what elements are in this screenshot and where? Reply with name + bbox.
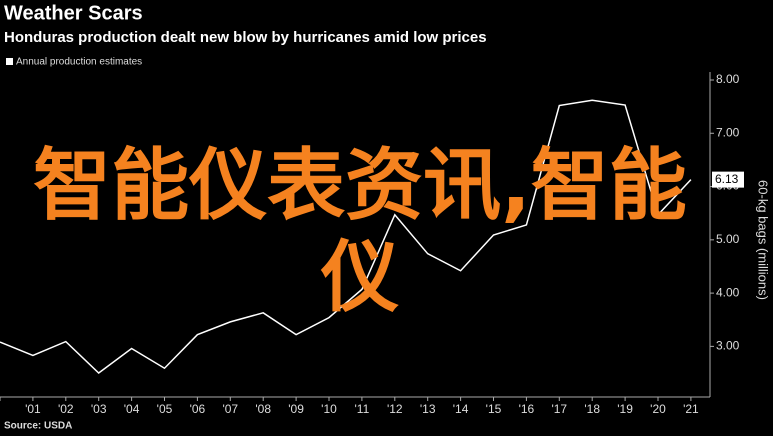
y-tick-label: 8.00 [716,72,740,86]
x-tick-label: '08 [255,402,271,416]
x-tick-label: '20 [650,402,666,416]
x-tick-label: '14 [453,402,469,416]
x-tick-label: '10 [321,402,337,416]
x-tick-label: '05 [157,402,173,416]
x-tick-label: '11 [355,402,370,416]
x-tick-label: '13 [420,402,436,416]
x-tick-label: '17 [551,402,567,416]
x-tick-label: '19 [617,402,633,416]
x-tick-label: '06 [190,402,206,416]
legend-label: Annual production estimates [16,57,142,68]
line [0,99,692,375]
y-axis-label: 60-kg bags (millions) [756,180,771,300]
x-tick-label: '16 [519,402,535,416]
overlay-line: 仪 [320,233,399,323]
last-value-box [712,171,744,188]
x-tick-label: '15 [486,402,502,416]
chart-subtitle: Honduras production dealt new blow by hu… [4,29,487,46]
x-tick-label: '04 [124,402,140,416]
x-tick-label: '01 [25,402,41,416]
x-tick-label: '12 [387,402,403,416]
x-tick-label: '02 [58,402,74,416]
x-tick-label: '21 [683,402,699,416]
y-tick-label: 3.00 [716,339,740,353]
y-tick-label: 5.00 [716,232,740,246]
x-tick-label: '09 [288,402,304,416]
chart-title: Weather Scars [4,2,143,24]
y-tick-label: 7.00 [716,125,740,139]
legend-swatch [6,58,13,65]
x-tick-label: '18 [584,402,600,416]
overlay-line: 智能仪表资讯,智能 [33,141,687,231]
last-value-label: 6.13 [715,172,739,186]
y-tick-label: 4.00 [716,285,740,299]
source: Source: USDA [4,421,72,432]
x-tick-label: '07 [222,402,238,416]
overlay-text: 智能仪表资讯,智能仪 [10,140,710,324]
x-tick-label: '03 [91,402,107,416]
